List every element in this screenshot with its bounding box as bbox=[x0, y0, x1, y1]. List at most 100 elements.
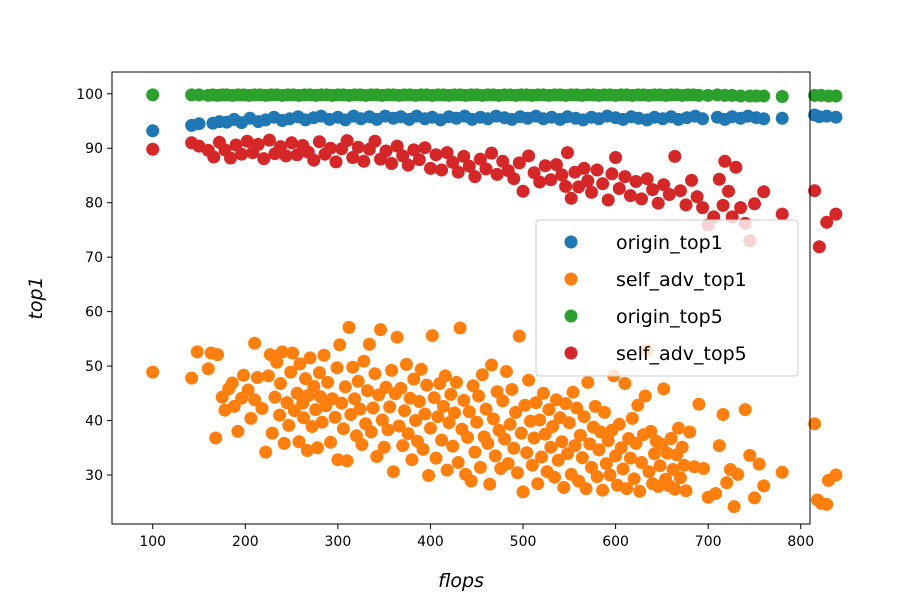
point-self_adv_top1-6 bbox=[211, 348, 224, 362]
legend-box bbox=[535, 219, 799, 377]
point-self_adv_top1-127 bbox=[457, 393, 471, 407]
point-self_adv_top5-92 bbox=[673, 184, 687, 198]
point-self_adv_top1-35 bbox=[287, 404, 301, 418]
point-self_adv_top1-86 bbox=[381, 423, 395, 437]
point-self_adv_top5-10 bbox=[240, 134, 254, 148]
point-self_adv_top1-139 bbox=[479, 402, 493, 416]
point-origin_top1-0 bbox=[146, 124, 160, 138]
point-origin_top1-72 bbox=[757, 112, 771, 126]
point-self_adv_top5-54 bbox=[485, 146, 498, 160]
point-self_adv_top1-70 bbox=[351, 374, 365, 388]
point-self_adv_top1-214 bbox=[618, 377, 632, 390]
point-origin_top1-2 bbox=[192, 117, 206, 131]
point-self_adv_top5-28 bbox=[340, 134, 354, 148]
point-self_adv_top1-110 bbox=[425, 329, 439, 343]
point-self_adv_top1-47 bbox=[309, 403, 323, 417]
series-origin_top1 bbox=[146, 108, 843, 138]
point-self_adv_top5-52 bbox=[473, 152, 487, 166]
point-self_adv_top5-79 bbox=[605, 167, 619, 181]
point-self_adv_top1-143 bbox=[486, 412, 500, 426]
point-origin_top1-65 bbox=[696, 112, 710, 126]
point-self_adv_top5-58 bbox=[507, 172, 521, 186]
point-self_adv_top1-144 bbox=[488, 449, 502, 463]
point-self_adv_top1-187 bbox=[568, 439, 582, 453]
point-self_adv_top1-136 bbox=[473, 460, 487, 474]
point-self_adv_top1-112 bbox=[429, 451, 443, 465]
point-self_adv_top1-263 bbox=[752, 457, 766, 471]
point-self_adv_top1-46 bbox=[307, 379, 321, 393]
point-origin_top5-100 bbox=[757, 89, 771, 103]
y-tick-label-70: 70 bbox=[85, 250, 103, 266]
y-tick-label-30: 30 bbox=[85, 468, 103, 484]
point-self_adv_top1-158 bbox=[514, 426, 528, 440]
point-self_adv_top1-180 bbox=[555, 435, 569, 449]
point-self_adv_top5-81 bbox=[612, 182, 626, 195]
point-self_adv_top1-17 bbox=[248, 393, 262, 407]
y-tick-label-90: 90 bbox=[85, 141, 103, 157]
point-self_adv_top1-41 bbox=[299, 372, 312, 386]
point-self_adv_top5-86 bbox=[640, 172, 654, 186]
point-self_adv_top5-7 bbox=[224, 151, 237, 165]
point-self_adv_top1-170 bbox=[536, 386, 550, 400]
point-self_adv_top5-39 bbox=[401, 158, 415, 172]
point-self_adv_top1-198 bbox=[588, 399, 602, 413]
point-self_adv_top5-70 bbox=[564, 191, 578, 205]
point-self_adv_top5-68 bbox=[559, 179, 573, 193]
point-self_adv_top1-124 bbox=[451, 456, 465, 469]
point-self_adv_top1-227 bbox=[642, 465, 656, 479]
y-axis-label: top1 bbox=[25, 276, 47, 319]
point-self_adv_top1-175 bbox=[546, 420, 560, 433]
point-self_adv_top1-160 bbox=[518, 398, 532, 412]
point-self_adv_top1-235 bbox=[657, 382, 671, 396]
point-self_adv_top1-239 bbox=[664, 432, 678, 445]
point-self_adv_top1-153 bbox=[505, 383, 519, 396]
point-self_adv_top5-85 bbox=[635, 192, 648, 206]
point-self_adv_top5-33 bbox=[368, 134, 382, 148]
point-self_adv_top1-254 bbox=[712, 439, 726, 453]
point-self_adv_top1-266 bbox=[808, 417, 822, 431]
point-self_adv_top5-44 bbox=[429, 148, 443, 162]
point-self_adv_top1-262 bbox=[748, 491, 761, 505]
point-self_adv_top1-199 bbox=[590, 470, 604, 484]
point-self_adv_top5-14 bbox=[262, 133, 276, 147]
point-self_adv_top1-49 bbox=[312, 366, 326, 380]
point-self_adv_top1-152 bbox=[503, 417, 517, 431]
point-self_adv_top1-100 bbox=[407, 372, 421, 386]
point-self_adv_top5-65 bbox=[544, 173, 558, 187]
point-self_adv_top5-51 bbox=[468, 170, 482, 184]
point-self_adv_top1-244 bbox=[673, 471, 687, 485]
point-self_adv_top1-142 bbox=[485, 358, 498, 372]
point-self_adv_top1-248 bbox=[683, 425, 697, 439]
point-self_adv_top1-18 bbox=[248, 336, 262, 350]
point-self_adv_top1-247 bbox=[679, 484, 693, 498]
point-self_adv_top1-24 bbox=[265, 426, 279, 440]
point-self_adv_top1-133 bbox=[468, 445, 482, 459]
point-self_adv_top1-15 bbox=[241, 383, 255, 397]
point-self_adv_top1-118 bbox=[440, 463, 454, 477]
point-self_adv_top1-256 bbox=[720, 476, 734, 490]
point-self_adv_top5-78 bbox=[601, 193, 615, 207]
point-self_adv_top5-49 bbox=[457, 149, 471, 163]
point-self_adv_top5-77 bbox=[596, 177, 610, 191]
x-tick-label-200: 200 bbox=[232, 534, 259, 550]
point-self_adv_top1-261 bbox=[743, 448, 757, 462]
point-self_adv_top1-72 bbox=[355, 438, 369, 451]
point-self_adv_top5-17 bbox=[279, 149, 293, 163]
point-origin_top5-0 bbox=[146, 88, 160, 102]
point-self_adv_top1-88 bbox=[385, 363, 399, 377]
point-self_adv_top1-55 bbox=[324, 435, 337, 449]
point-self_adv_top5-75 bbox=[585, 185, 598, 199]
point-self_adv_top1-230 bbox=[648, 447, 661, 461]
point-self_adv_top1-205 bbox=[601, 434, 615, 448]
point-self_adv_top1-137 bbox=[475, 368, 489, 382]
point-self_adv_top1-184 bbox=[562, 416, 576, 430]
point-self_adv_top5-80 bbox=[609, 151, 623, 164]
point-self_adv_top1-150 bbox=[499, 365, 513, 378]
point-self_adv_top1-166 bbox=[529, 396, 543, 410]
point-self_adv_top1-0 bbox=[146, 365, 160, 379]
point-self_adv_top5-91 bbox=[668, 149, 682, 163]
point-self_adv_top5-111 bbox=[808, 184, 822, 198]
point-self_adv_top1-73 bbox=[357, 354, 371, 368]
point-self_adv_top1-218 bbox=[625, 411, 639, 425]
y-tick-label-100: 100 bbox=[76, 87, 103, 103]
